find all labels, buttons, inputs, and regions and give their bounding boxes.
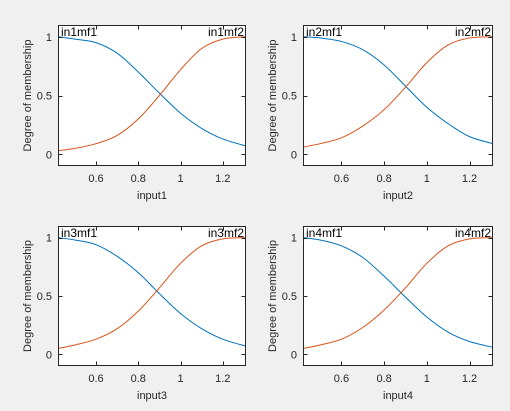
series-line-2 — [58, 237, 246, 349]
y-axis-label: Degree of membership — [267, 40, 279, 152]
x-tick-label: 1.2 — [462, 373, 477, 385]
x-tick-label: 0.6 — [88, 373, 103, 385]
y-tick-label: 0 — [291, 349, 297, 361]
y-tick-label: 0.5 — [282, 291, 297, 303]
subplot-4: 0.6 0.8 1 1.2 0 0.5 1 input4 Degree of membershi… — [267, 226, 493, 402]
y-tick-label: 1 — [291, 32, 297, 44]
series-line-1 — [58, 237, 246, 347]
x-tick-label: 1.2 — [462, 173, 477, 185]
plot-area — [58, 25, 246, 166]
x-tick-label: 1 — [177, 173, 183, 185]
y-tick-label: 1 — [291, 233, 297, 245]
x-tick-label: 0.8 — [131, 173, 146, 185]
series-line-2 — [303, 36, 493, 148]
x-axis-label: input4 — [383, 390, 413, 402]
y-tick-label: 0.5 — [37, 91, 52, 103]
y-tick-label: 0.5 — [37, 291, 52, 303]
y-tick-label: 0.5 — [282, 91, 297, 103]
y-tick-label: 1 — [46, 32, 52, 44]
y-tick-label: 0 — [46, 149, 52, 161]
x-tick-label: 0.6 — [88, 173, 103, 185]
series-line-1 — [58, 36, 246, 147]
y-axis-label: Degree of membership — [267, 240, 279, 352]
y-tick-label: 0 — [291, 149, 297, 161]
x-tick-label: 0.8 — [131, 373, 146, 385]
axes-box — [303, 25, 493, 166]
x-axis-label: input3 — [137, 390, 167, 402]
x-tick-label: 1 — [177, 373, 183, 385]
subplot-2: 0.6 0.8 1 1.2 0 0.5 1 input2 Degree of membershi… — [267, 25, 493, 202]
mf-label-left: in4mf1 — [306, 226, 342, 240]
mf-label-left: in3mf1 — [61, 226, 97, 240]
x-tick-label: 1.2 — [215, 173, 230, 185]
series-line-1 — [303, 36, 493, 145]
series-line-2 — [58, 36, 246, 152]
x-axis-label: input1 — [137, 190, 167, 202]
y-axis-label: Degree of membership — [22, 240, 34, 352]
mf-label-right: in1mf2 — [208, 25, 244, 39]
y-tick-label: 1 — [46, 233, 52, 245]
axes-box — [58, 25, 246, 166]
series-line-2 — [303, 237, 493, 349]
y-tick-label: 0 — [46, 349, 52, 361]
x-axis-label: input2 — [383, 190, 413, 202]
mf-label-right: in3mf2 — [208, 226, 244, 240]
mf-label-right: in4mf2 — [455, 226, 491, 240]
mf-label-left: in2mf1 — [306, 25, 342, 39]
y-axis-label: Degree of membership — [22, 40, 34, 152]
series-line-1 — [303, 237, 493, 348]
mf-label-right: in2mf2 — [455, 25, 491, 39]
x-tick-label: 0.8 — [376, 173, 391, 185]
x-tick-label: 0.6 — [334, 373, 349, 385]
x-tick-label: 0.8 — [376, 373, 391, 385]
x-tick-label: 1 — [424, 373, 430, 385]
subplot-3: 0.6 0.8 1 1.2 0 0.5 1 input3 Degree of membershi… — [22, 226, 246, 402]
subplot-1: 0.6 0.8 1 1.2 0 0.5 1 input1 Degree of membershi… — [22, 25, 246, 202]
mf-label-left: in1mf1 — [61, 25, 97, 39]
x-tick-label: 1 — [424, 173, 430, 185]
x-tick-label: 1.2 — [215, 373, 230, 385]
x-tick-label: 0.6 — [334, 173, 349, 185]
